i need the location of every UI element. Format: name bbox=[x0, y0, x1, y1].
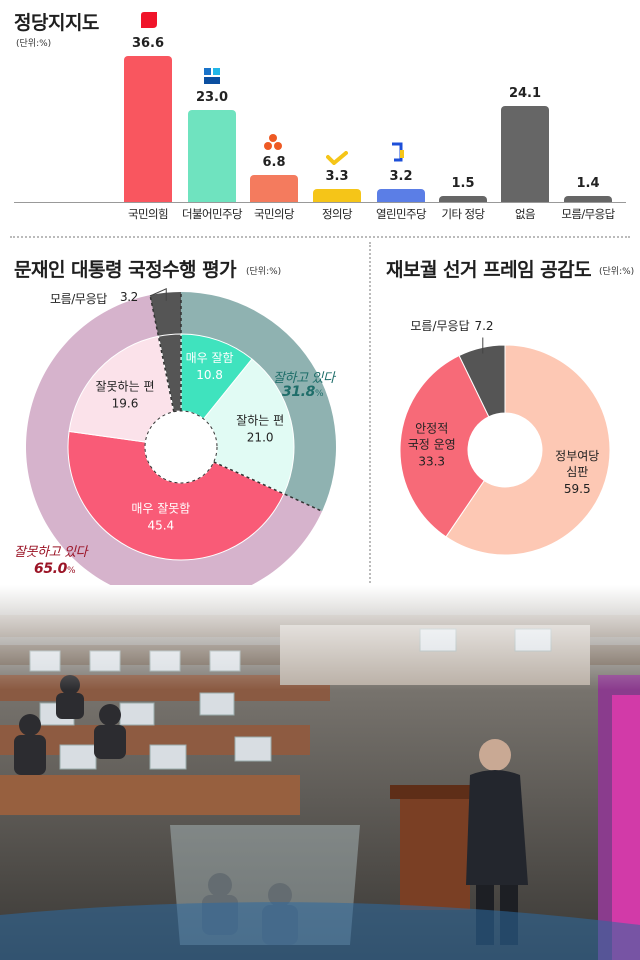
eval-inner-label: 잘하는 편 bbox=[236, 413, 284, 427]
eval-positive-label: 잘하고 있다 bbox=[273, 371, 335, 386]
eval-inner-label: 매우 잘못함 bbox=[131, 501, 190, 515]
bar-category-label: 국민의힘 bbox=[128, 207, 169, 221]
frame-title: 재보궐 선거 프레임 공감도 bbox=[386, 259, 592, 281]
open-democratic-logo-icon bbox=[390, 142, 404, 162]
frame-slice-value: 59.5 bbox=[564, 482, 591, 496]
bar-7 bbox=[564, 196, 612, 202]
section-divider bbox=[10, 236, 630, 238]
eval-title: 문재인 대통령 국정수행 평가 bbox=[14, 259, 237, 281]
eval-separator-line bbox=[213, 461, 323, 512]
bar-4 bbox=[377, 189, 425, 202]
justice-party-logo-icon bbox=[326, 150, 348, 166]
bar-category-label: 정의당 bbox=[322, 207, 353, 221]
eval-negative-label: 잘못하고 있다 bbox=[14, 545, 88, 560]
party-support-title: 정당지지도 bbox=[14, 12, 99, 34]
section-divider-vertical bbox=[369, 242, 371, 587]
party-support-unit: (단위:%) bbox=[16, 39, 52, 49]
eval-outer-slice-2 bbox=[150, 292, 181, 339]
bar-2 bbox=[250, 174, 298, 202]
frame-slice-label: 안정적 bbox=[415, 422, 448, 436]
democratic-party-logo-icon bbox=[204, 68, 220, 84]
bar-5 bbox=[439, 196, 487, 202]
peoples-party-logo-icon bbox=[264, 134, 282, 150]
frame-slice-label: 심판 bbox=[566, 465, 588, 479]
bar-category-label: 더불어민주당 bbox=[182, 207, 242, 221]
frame-unit: (단위:%) bbox=[599, 267, 635, 277]
eval-negative-unit: % bbox=[66, 566, 76, 576]
frame-slice-1 bbox=[399, 354, 490, 538]
eval-dont-know-leader bbox=[149, 287, 167, 301]
eval-inner-label: 매우 잘함 bbox=[186, 351, 234, 365]
bar-chart-baseline bbox=[14, 202, 626, 203]
bar-3 bbox=[313, 188, 361, 202]
bar-category-label: 모름/무응답 bbox=[561, 207, 615, 221]
bar-category-label: 없음 bbox=[515, 207, 536, 221]
bar-value-label: 1.4 bbox=[576, 176, 600, 191]
eval-negative-total: 65.0% bbox=[34, 561, 76, 577]
eval-donut-hole bbox=[144, 410, 218, 484]
eval-inner-value: 19.6 bbox=[112, 396, 139, 410]
frame-slice-value: 33.3 bbox=[418, 455, 445, 469]
bar-category-label: 국민의당 bbox=[254, 207, 295, 221]
bar-0 bbox=[124, 55, 172, 202]
eval-positive-total: 31.8% bbox=[282, 384, 324, 400]
eval-dont-know-value: 3.2 bbox=[120, 290, 138, 304]
national-assembly-photo bbox=[0, 585, 640, 960]
bar-value-label: 24.1 bbox=[508, 85, 542, 101]
eval-outer-slice-0 bbox=[181, 292, 336, 512]
eval-inner-value: 21.0 bbox=[247, 430, 274, 444]
eval-inner-label: 잘못하는 편 bbox=[95, 379, 154, 393]
eval-positive-value: 31.8 bbox=[282, 384, 315, 400]
bar-value-label: 1.5 bbox=[451, 176, 475, 191]
frame-dont-know-value: 7.2 bbox=[474, 319, 493, 333]
eval-dont-know-label: 모름/무응답 bbox=[50, 292, 107, 306]
eval-donut-chart: 매우 잘함 10.8 잘하는 편 21.0 매우 잘못함 45.4 잘못하는 편 19.6 bbox=[26, 287, 336, 590]
eval-separator-line bbox=[149, 294, 175, 412]
bar-value-label: 3.2 bbox=[389, 169, 413, 185]
people-power-logo-icon bbox=[141, 12, 157, 28]
eval-positive-unit: % bbox=[314, 389, 324, 399]
bar-value-label: 6.8 bbox=[262, 154, 286, 170]
bar-value-label: 3.3 bbox=[325, 168, 349, 184]
eval-unit: (단위:%) bbox=[246, 267, 282, 277]
bar-1 bbox=[188, 110, 236, 202]
frame-dont-know-label: 모름/무응답 bbox=[410, 319, 469, 333]
bar-value-label: 23.0 bbox=[195, 90, 229, 105]
frame-slice-2 bbox=[458, 344, 506, 418]
eval-inner-value: 45.4 bbox=[147, 518, 174, 532]
frame-slice-0 bbox=[445, 344, 611, 556]
bar-6 bbox=[501, 105, 549, 202]
bar-category-label: 기타 정당 bbox=[441, 207, 486, 221]
bar-value-label: 36.6 bbox=[131, 35, 165, 51]
frame-slice-label: 정부여당 bbox=[555, 449, 599, 463]
eval-inner-value: 10.8 bbox=[196, 368, 223, 382]
bar-category-label: 열린민주당 bbox=[376, 207, 427, 221]
eval-negative-value: 65.0 bbox=[34, 561, 67, 577]
frame-slice-label: 국정 운영 bbox=[408, 438, 456, 452]
